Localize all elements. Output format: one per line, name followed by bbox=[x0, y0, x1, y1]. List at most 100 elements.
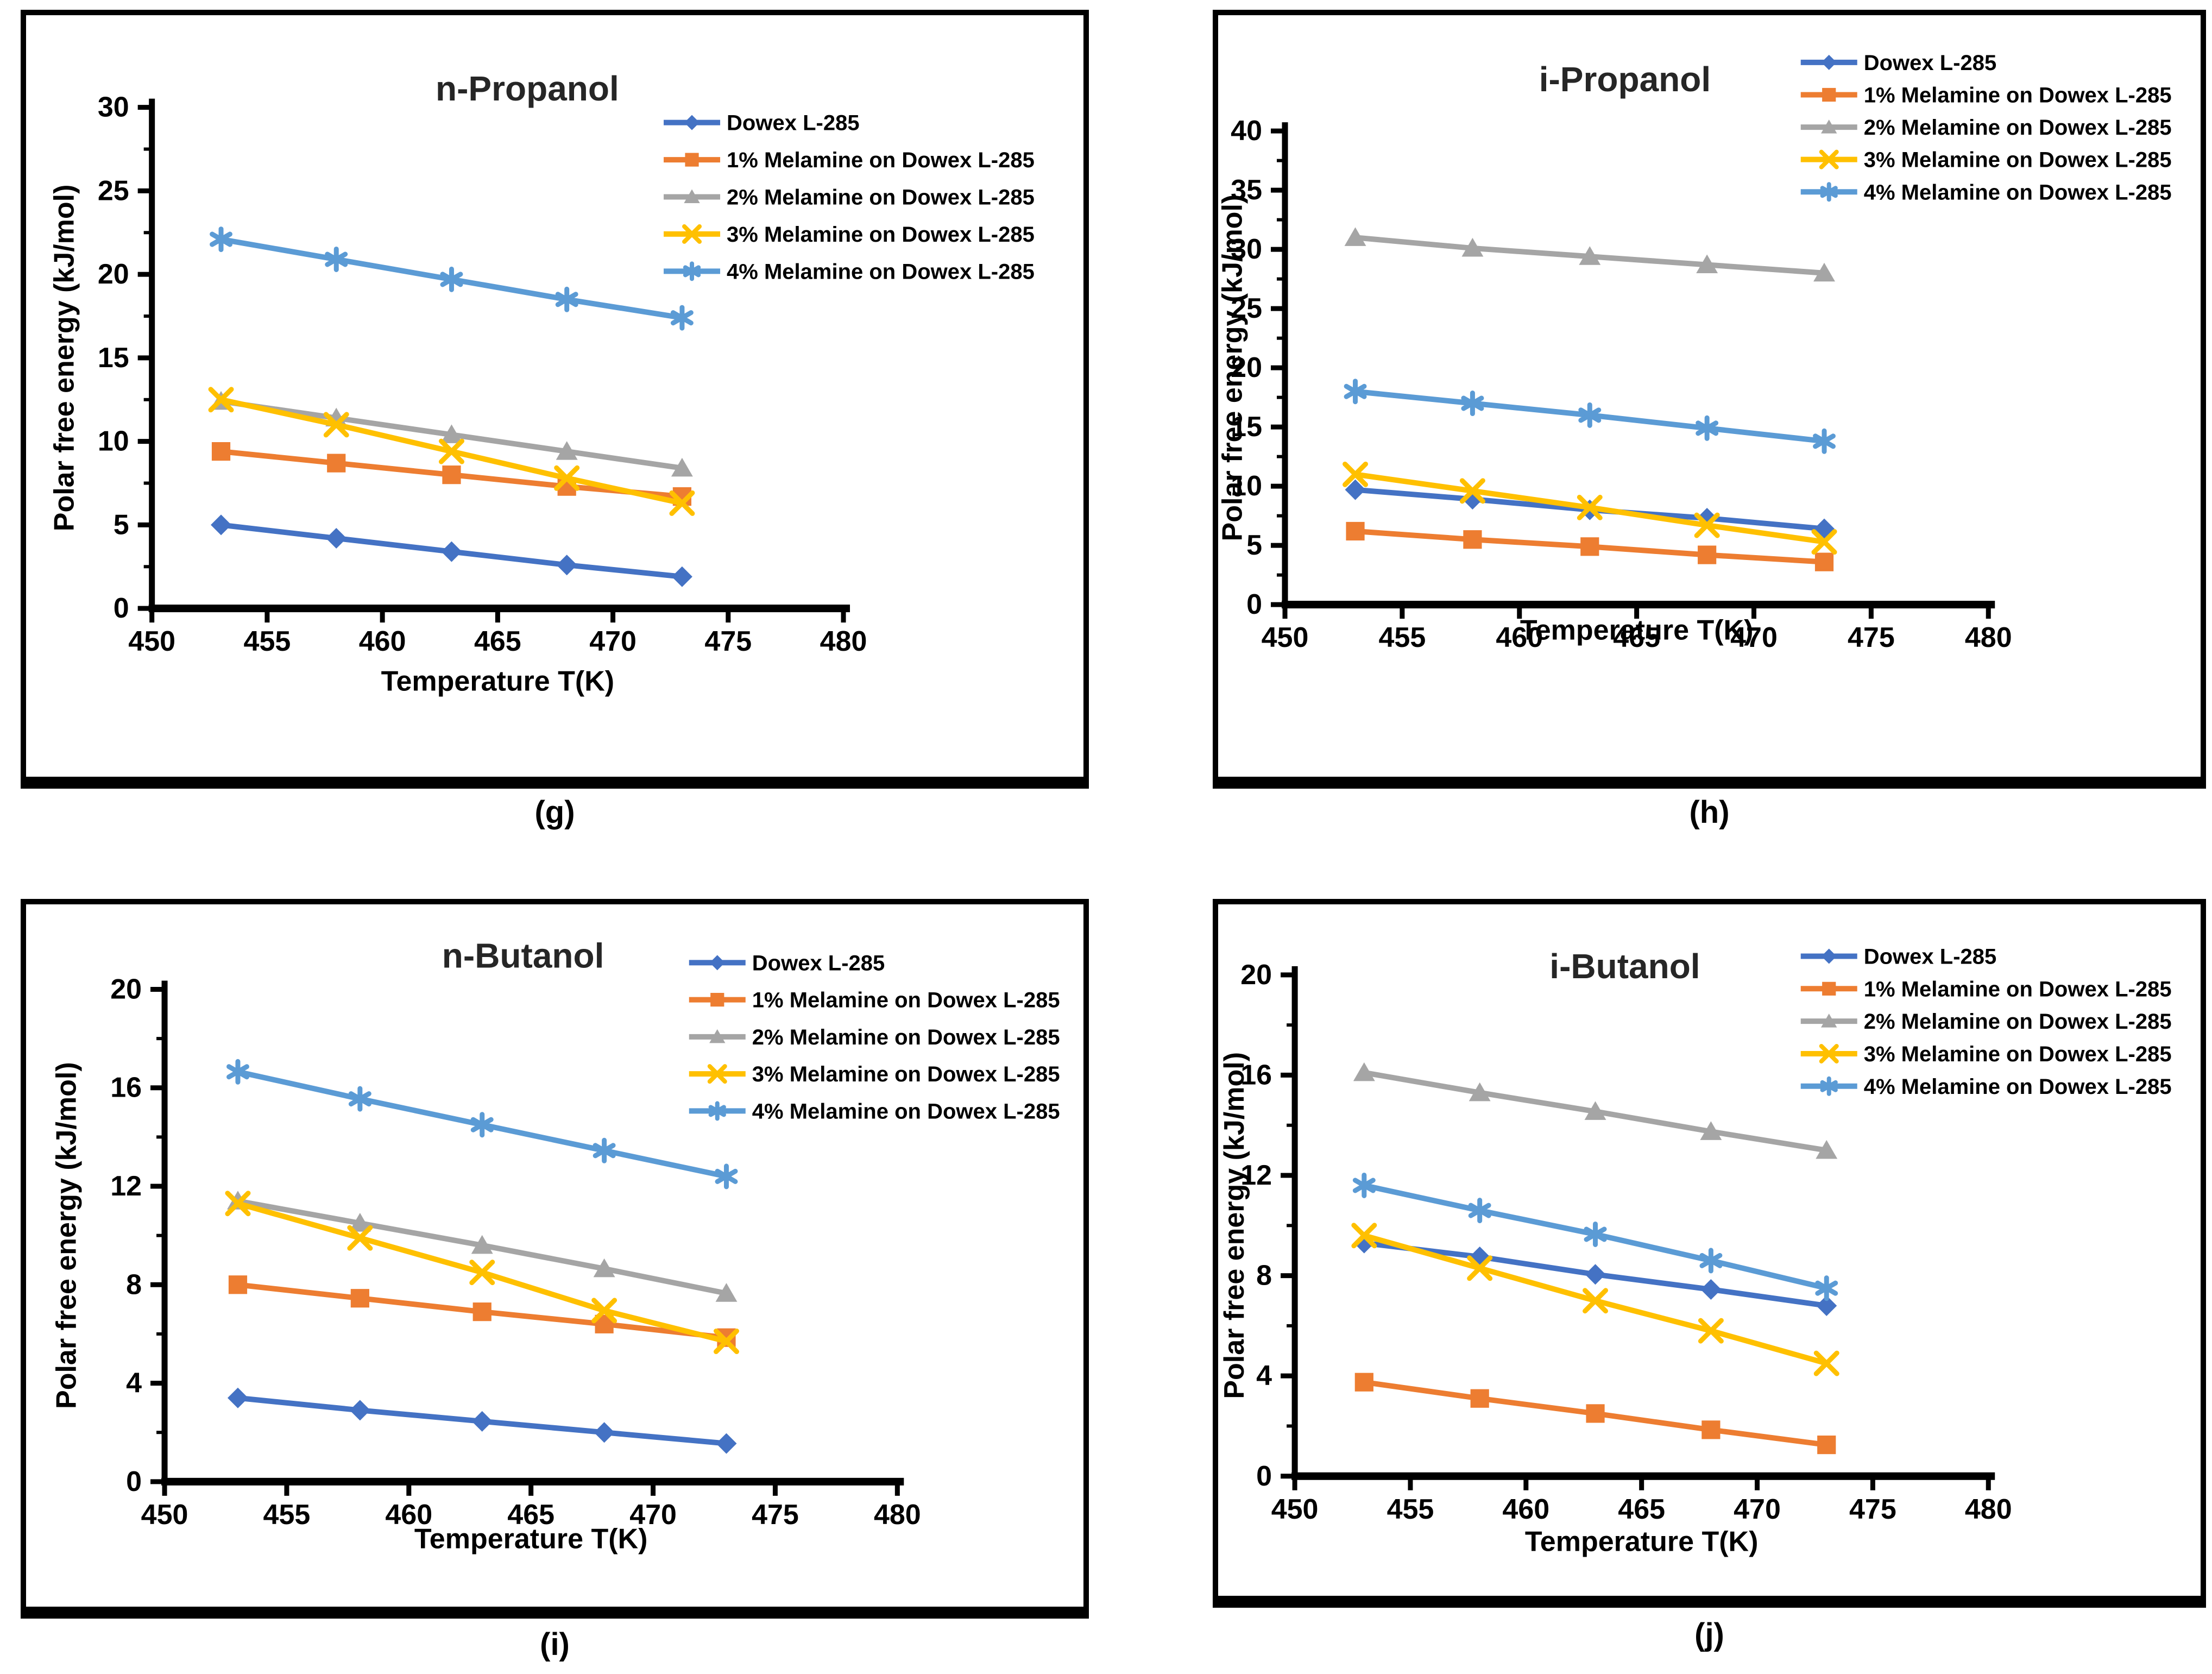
x-tick-label: 465 bbox=[474, 626, 521, 657]
square-marker bbox=[442, 465, 461, 484]
chart-panel-n-butanol: n-Butanol Polar free energy (kJ/mol) Tempe… bbox=[21, 899, 1089, 1619]
triangle-marker bbox=[471, 1235, 493, 1254]
triangle-marker bbox=[1461, 237, 1484, 257]
x-tick-label: 480 bbox=[1965, 622, 2012, 653]
diamond-marker bbox=[349, 1400, 370, 1421]
y-tick-label: 25 bbox=[98, 175, 129, 206]
x-marker bbox=[1351, 1223, 1377, 1249]
chart-title: i-Butanol bbox=[1549, 947, 1700, 986]
triangle-marker bbox=[1584, 1101, 1606, 1120]
legend-label: 2% Melamine on Dowex L-285 bbox=[752, 1025, 1060, 1049]
asterisk-marker bbox=[593, 1137, 616, 1163]
x-marker bbox=[323, 412, 349, 438]
asterisk-marker bbox=[670, 305, 694, 331]
square-marker bbox=[228, 1275, 248, 1294]
y-tick-label: 0 bbox=[1246, 589, 1262, 620]
caption-h: (h) bbox=[1689, 795, 1730, 830]
y-tick-label: 4 bbox=[126, 1368, 142, 1399]
y-tick-label: 15 bbox=[98, 342, 129, 374]
x-marker bbox=[1819, 1043, 1839, 1063]
x-marker bbox=[1694, 512, 1720, 538]
legend-label: 4% Melamine on Dowex L-285 bbox=[727, 260, 1035, 284]
triangle-marker bbox=[1821, 1014, 1837, 1028]
caption-j: (j) bbox=[1694, 1617, 1724, 1652]
chart-title: n-Propanol bbox=[436, 69, 619, 108]
x-tick-label: 475 bbox=[1849, 1494, 1896, 1525]
y-tick-label: 30 bbox=[1231, 234, 1262, 265]
diamond-marker bbox=[471, 1411, 493, 1432]
legend-label: 3% Melamine on Dowex L-285 bbox=[727, 223, 1035, 247]
diamond-marker bbox=[211, 514, 232, 536]
diamond-marker bbox=[1353, 1232, 1375, 1254]
y-tick-label: 10 bbox=[98, 426, 129, 457]
chart-title: i-Propanol bbox=[1539, 60, 1711, 99]
x-marker bbox=[1811, 529, 1837, 555]
square-marker bbox=[685, 153, 699, 167]
asterisk-marker bbox=[1699, 1248, 1723, 1274]
x-tick-label: 465 bbox=[1613, 622, 1660, 653]
triangle-marker bbox=[1579, 246, 1601, 265]
x-marker bbox=[714, 1329, 739, 1355]
asterisk-marker bbox=[1468, 1198, 1491, 1224]
n-butanol-chart: n-Butanol Polar free energy (kJ/mol) Tempe… bbox=[51, 936, 1060, 1555]
x-marker bbox=[1698, 1318, 1724, 1344]
x-tick-label: 475 bbox=[752, 1499, 799, 1531]
asterisk-marker bbox=[226, 1059, 249, 1085]
legend-label: 1% Melamine on Dowex L-285 bbox=[1864, 84, 2172, 108]
x-tick-label: 480 bbox=[874, 1499, 921, 1531]
x-tick-label: 450 bbox=[1271, 1494, 1319, 1525]
x-marker bbox=[1583, 1288, 1609, 1314]
caption-i: (i) bbox=[540, 1627, 570, 1662]
legend-label: Dowex L-285 bbox=[1864, 51, 1997, 75]
x-marker bbox=[1343, 461, 1369, 487]
x-marker bbox=[554, 465, 580, 491]
asterisk-marker bbox=[325, 246, 348, 272]
y-tick-label: 20 bbox=[1231, 352, 1262, 383]
y-axis-title: Polar free energy (kJ/mol) bbox=[49, 185, 80, 532]
asterisk-marker bbox=[440, 266, 463, 292]
asterisk-marker bbox=[1813, 428, 1836, 454]
triangle-marker bbox=[684, 189, 700, 203]
x-tick-label: 470 bbox=[589, 626, 636, 657]
x-marker bbox=[1467, 1255, 1493, 1281]
asterisk-marker bbox=[1344, 379, 1367, 405]
legend-label: 2% Melamine on Dowex L-285 bbox=[727, 186, 1035, 210]
x-marker bbox=[1819, 149, 1839, 169]
asterisk-marker bbox=[1461, 391, 1484, 417]
x-tick-label: 480 bbox=[1965, 1494, 2012, 1525]
x-axis-title: Temperature T(K) bbox=[1525, 1526, 1759, 1557]
y-tick-label: 5 bbox=[114, 509, 129, 540]
diamond-marker bbox=[1821, 54, 1837, 70]
diamond-marker bbox=[441, 541, 462, 562]
diamond-marker bbox=[709, 955, 725, 971]
caption-g: (g) bbox=[534, 795, 575, 830]
legend-label: Dowex L-285 bbox=[1864, 945, 1997, 968]
x-tick-label: 460 bbox=[385, 1499, 432, 1531]
diamond-marker bbox=[227, 1387, 248, 1408]
diamond-marker bbox=[1700, 1279, 1722, 1300]
square-marker bbox=[1822, 981, 1836, 996]
y-axis-title: Polar free energy (kJ/mol) bbox=[51, 1062, 83, 1409]
diamond-marker bbox=[594, 1422, 615, 1443]
x-marker bbox=[591, 1298, 617, 1324]
triangle-marker bbox=[1700, 1121, 1722, 1140]
legend-label: 4% Melamine on Dowex L-285 bbox=[1864, 1075, 2172, 1099]
x-axis-title: Temperature T(K) bbox=[414, 1524, 648, 1555]
y-tick-label: 10 bbox=[1231, 470, 1262, 502]
legend-label: 4% Melamine on Dowex L-285 bbox=[752, 1099, 1060, 1123]
y-tick-label: 12 bbox=[110, 1170, 142, 1202]
y-tick-label: 8 bbox=[1256, 1260, 1272, 1292]
triangle-marker bbox=[709, 1029, 726, 1043]
x-tick-label: 460 bbox=[1496, 622, 1543, 653]
y-tick-label: 20 bbox=[110, 973, 142, 1005]
asterisk-marker bbox=[715, 1163, 738, 1190]
y-tick-label: 20 bbox=[1240, 959, 1272, 991]
square-marker bbox=[1814, 552, 1834, 571]
square-marker bbox=[1463, 530, 1482, 549]
asterisk-marker bbox=[348, 1086, 371, 1112]
triangle-marker bbox=[1344, 227, 1366, 246]
y-tick-label: 0 bbox=[126, 1466, 142, 1497]
y-tick-label: 30 bbox=[98, 92, 129, 123]
diamond-marker bbox=[716, 1433, 737, 1454]
x-tick-label: 480 bbox=[820, 626, 867, 657]
